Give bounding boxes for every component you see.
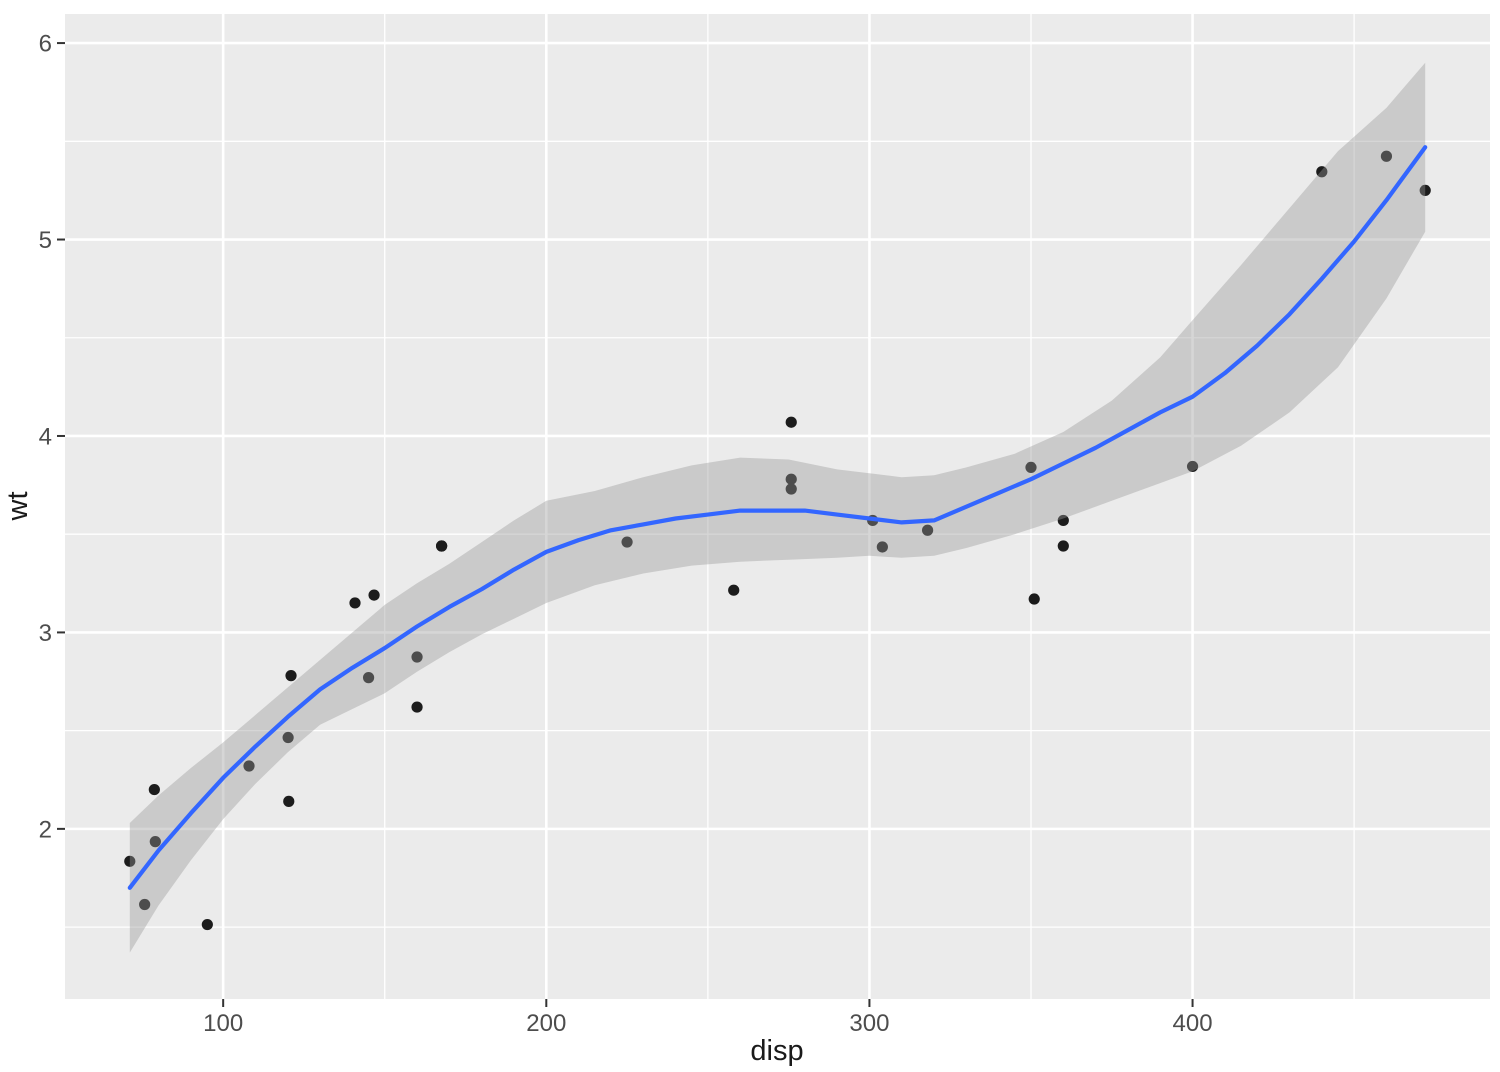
data-point [124, 855, 136, 867]
y-tick-label: 5 [39, 227, 52, 254]
data-point [1186, 460, 1199, 473]
x-tick-label: 300 [849, 1010, 889, 1037]
data-point [411, 651, 423, 663]
data-point [349, 597, 361, 609]
data-point [243, 760, 255, 772]
data-point [148, 783, 160, 796]
data-point [362, 672, 375, 684]
x-tick-label: 400 [1173, 1010, 1213, 1037]
data-point [621, 536, 633, 548]
plot-panel [65, 14, 1490, 999]
data-point [149, 836, 161, 848]
data-point [785, 483, 797, 495]
plot-render-root: 100 200 300 400 2 3 4 5 6 [39, 14, 1490, 1037]
x-tick-label: 200 [526, 1010, 566, 1037]
y-tick-label: 3 [39, 620, 52, 647]
x-tick-label: 100 [203, 1010, 243, 1037]
x-axis-title: disp [750, 1035, 803, 1067]
confidence-ribbon [129, 62, 1426, 953]
data-point [411, 701, 423, 713]
y-tick-label: 6 [39, 31, 52, 58]
data-point [436, 540, 448, 552]
data-point [1057, 540, 1069, 552]
data-point [785, 473, 797, 485]
y-axis-title: wt [2, 492, 34, 522]
y-tick-label: 2 [39, 816, 52, 843]
data-point [282, 731, 294, 744]
data-point [1025, 461, 1037, 474]
data-point [201, 918, 213, 931]
data-point [283, 795, 295, 807]
data-point [285, 670, 297, 682]
data-point [1028, 593, 1040, 605]
data-point [1316, 166, 1328, 178]
data-point [1419, 184, 1431, 197]
data-point [139, 898, 151, 911]
data-point [368, 589, 380, 601]
data-point [921, 524, 934, 536]
data-point [785, 416, 797, 428]
data-point [1380, 150, 1393, 162]
data-point [876, 541, 888, 553]
data-point [728, 584, 740, 596]
smooth-line [127, 145, 1428, 890]
y-tick-label: 4 [39, 423, 52, 450]
data-point [1057, 514, 1069, 527]
